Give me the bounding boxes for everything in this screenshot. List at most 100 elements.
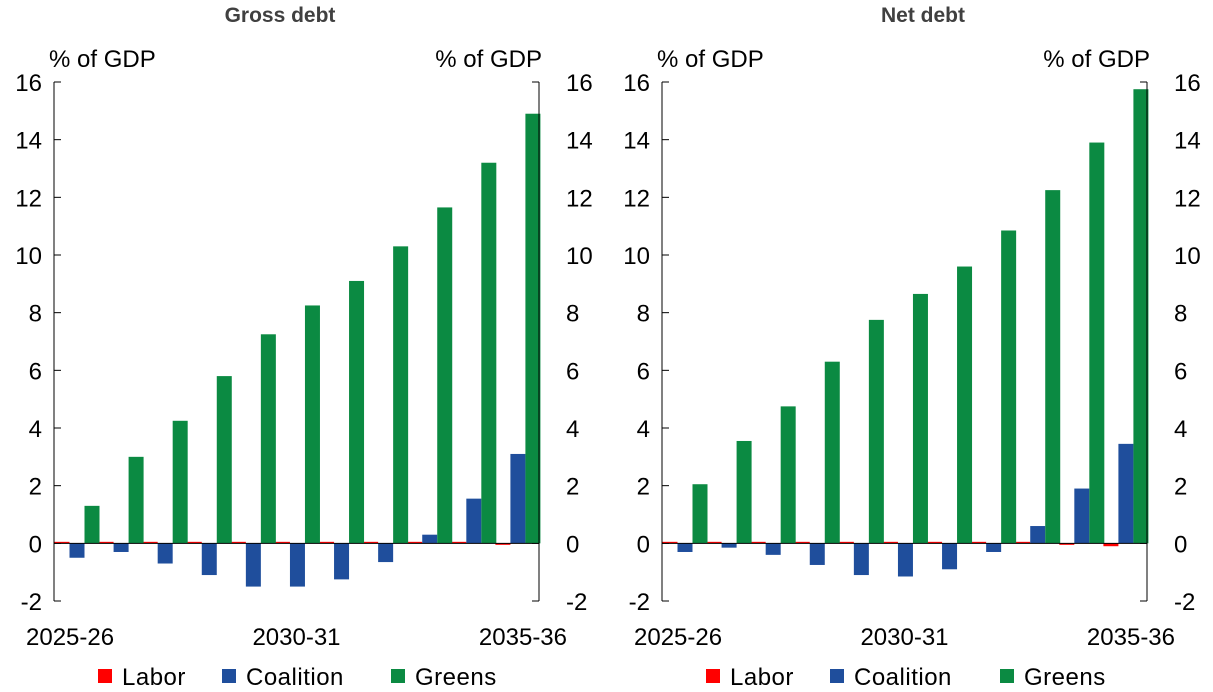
gross-debt-bar-labor-2032-33 [363,541,379,544]
gross-debt-bar-greens-2032-33 [393,246,409,544]
net-debt-bar-labor-2030-31 [882,541,898,544]
gross-debt-legend-swatch-coalition [222,669,236,683]
net-debt-ytick-right-label: 8 [1174,301,1187,328]
gross-debt-legend-swatch-labor [98,669,112,683]
gross-debt-bar-greens-2033-34 [437,207,453,544]
gross-debt-bar-labor-2035-36 [495,543,511,545]
net-debt-bar-coalition-2025-26 [677,543,693,552]
net-debt-bar-greens-2030-31 [912,293,928,544]
net-debt-bar-greens-2031-32 [957,266,973,544]
net-debt-ylabel-right: % of GDP [1043,46,1150,73]
net-debt-bar-labor-2027-28 [750,541,766,544]
gross-debt-legend-swatch-greens [391,669,405,683]
net-debt-bar-coalition-2034-35 [1074,488,1090,544]
gross-debt-legend-label-labor: Labor [122,664,186,691]
net-debt-ytick-left-label: 6 [637,358,650,385]
net-debt-legend-label-labor: Labor [730,664,794,691]
gross-debt-ytick-left-label: 4 [29,416,42,443]
gross-debt-bar-greens-2031-32 [349,280,365,544]
gross-debt-ytick-right-label: 10 [566,243,593,270]
gross-debt-bar-coalition-2030-31 [289,543,305,587]
gross-debt-bar-labor-2033-34 [407,541,423,544]
gross-debt-ytick-left-label: 6 [29,358,42,385]
net-debt-bar-greens-2035-36 [1133,89,1149,544]
gross-debt-bar-labor-2026-27 [98,541,114,544]
net-debt-panel: Net debt % of GDP % of GDP -2 -2 0 0 2 2 4 4 6 6 8 8 10… [623,4,1200,691]
gross-debt-ytick-left-label: -2 [21,589,42,616]
gross-debt-bar-labor-2031-32 [319,541,335,544]
gross-debt-ytick-left-label: 2 [29,474,42,501]
net-debt-bar-labor-2029-30 [838,541,854,544]
net-debt-ytick-left-label: 2 [637,474,650,501]
gross-debt-ytick-right-label: 14 [566,128,593,155]
net-debt-bar-labor-2028-29 [794,541,810,544]
gross-debt-ytick-left-label: 10 [15,243,42,270]
net-debt-title: Net debt [881,4,965,27]
net-debt-ytick-left-label: 0 [637,531,650,558]
gross-debt-bar-greens-2030-31 [304,305,320,544]
gross-debt-bar-coalition-2029-30 [245,543,261,587]
gross-debt-bar-coalition-2027-28 [157,543,173,564]
gross-debt-legend-label-coalition: Coalition [246,664,344,691]
net-debt-ytick-left-label: 14 [623,128,650,155]
net-debt-xtick-label: 2035-36 [1087,624,1175,651]
gross-debt-bar-greens-2028-29 [216,376,232,544]
gross-debt-bar-coalition-2033-34 [422,534,438,544]
net-debt-bar-greens-2027-28 [780,406,796,544]
gross-debt-bar-labor-2027-28 [142,541,158,544]
gross-debt-bar-coalition-2025-26 [69,543,85,558]
gross-debt-ytick-right-label: 16 [566,70,593,97]
gross-debt-ylabel-right: % of GDP [435,46,542,73]
net-debt-legend-label-greens: Greens [1024,664,1106,691]
net-debt-legend-swatch-greens [1000,669,1014,683]
gross-debt-ytick-right-label: 4 [566,416,579,443]
gross-debt-bar-labor-2028-29 [186,541,202,544]
gross-debt-ytick-right-label: 6 [566,358,579,385]
net-debt-bar-coalition-2029-30 [853,543,869,576]
gross-debt-bar-greens-2029-30 [260,334,276,544]
net-debt-bar-greens-2025-26 [692,484,708,544]
net-debt-bar-labor-2025-26 [662,541,678,544]
net-debt-legend-swatch-labor [706,669,720,683]
gross-debt-bar-greens-2027-28 [172,420,188,544]
net-debt-bar-greens-2032-33 [1001,230,1017,544]
gross-debt-ytick-right-label: 12 [566,185,593,212]
net-debt-bar-coalition-2031-32 [942,543,958,570]
gross-debt-ytick-right-label: 2 [566,474,579,501]
net-debt-bar-labor-2031-32 [927,541,943,544]
gross-debt-panel: Gross debt % of GDP % of GDP -2 -2 0 0 2 2 4 4 6 6 8 8… [15,4,592,691]
net-debt-ytick-right-label: 6 [1174,358,1187,385]
gross-debt-bar-greens-2026-27 [128,456,144,544]
net-debt-bar-greens-2026-27 [736,440,752,544]
net-debt-bar-coalition-2028-29 [809,543,825,565]
net-debt-ytick-right-label: 14 [1174,128,1201,155]
net-debt-ytick-left-label: 16 [623,70,650,97]
gross-debt-xtick-label: 2030-31 [252,624,340,651]
gross-debt-ylabel-left: % of GDP [49,46,156,73]
net-debt-bar-greens-2033-34 [1045,190,1061,544]
gross-debt-bar-coalition-2028-29 [201,543,217,576]
net-debt-legend-swatch-coalition [830,669,844,683]
gross-debt-bar-coalition-2035-36 [510,453,526,544]
net-debt-bar-labor-2026-27 [706,541,722,544]
gross-debt-ytick-left-label: 12 [15,185,42,212]
net-debt-ytick-left-label: 8 [637,301,650,328]
net-debt-ytick-left-label: 4 [637,416,650,443]
gross-debt-ytick-left-label: 16 [15,70,42,97]
gross-debt-legend-label-greens: Greens [415,664,497,691]
gross-debt-xtick-label: 2035-36 [479,624,567,651]
net-debt-bar-coalition-2033-34 [1030,526,1046,544]
gross-debt-bar-greens-2034-35 [481,162,497,544]
gross-debt-ytick-left-label: 14 [15,128,42,155]
net-debt-ytick-right-label: 16 [1174,70,1201,97]
gross-debt-bar-coalition-2026-27 [113,543,129,552]
net-debt-bar-coalition-2032-33 [986,543,1002,552]
net-debt-ytick-right-label: 0 [1174,531,1187,558]
net-debt-bar-labor-2034-35 [1059,543,1075,545]
net-debt-bar-labor-2032-33 [971,541,987,544]
gross-debt-bar-coalition-2032-33 [378,543,394,563]
net-debt-ytick-right-label: 2 [1174,474,1187,501]
gross-debt-bar-labor-2029-30 [230,541,246,544]
net-debt-ytick-right-label: 10 [1174,243,1201,270]
